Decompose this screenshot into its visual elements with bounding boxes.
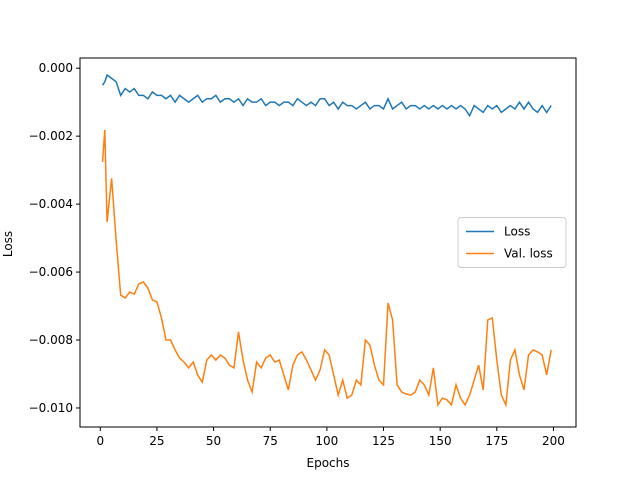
y-tick-label: −0.008 <box>29 333 73 347</box>
x-axis-label: Epochs <box>307 456 350 470</box>
x-tick-label: 175 <box>485 434 508 448</box>
y-tick-label: −0.006 <box>29 265 73 279</box>
x-tick-label: 0 <box>96 434 104 448</box>
y-tick-label: −0.004 <box>29 197 73 211</box>
plot-frame <box>79 57 577 428</box>
x-tick-label: 100 <box>315 434 338 448</box>
series-line <box>101 129 552 408</box>
legend-box <box>457 217 567 268</box>
legend-label: Loss <box>504 225 530 239</box>
x-tick-label: 25 <box>149 434 164 448</box>
y-tick-label: −0.002 <box>29 129 73 143</box>
y-tick-label: −0.010 <box>29 401 73 415</box>
x-tick-label: 125 <box>372 434 395 448</box>
x-tick-label: 150 <box>429 434 452 448</box>
legend-label: Val. loss <box>504 247 553 261</box>
x-tick-label: 75 <box>263 434 278 448</box>
y-tick-label: 0.000 <box>39 61 73 75</box>
series-line <box>101 73 552 118</box>
y-axis-label: Loss <box>1 231 15 257</box>
x-tick-label: 50 <box>206 434 221 448</box>
x-tick-label: 200 <box>542 434 565 448</box>
